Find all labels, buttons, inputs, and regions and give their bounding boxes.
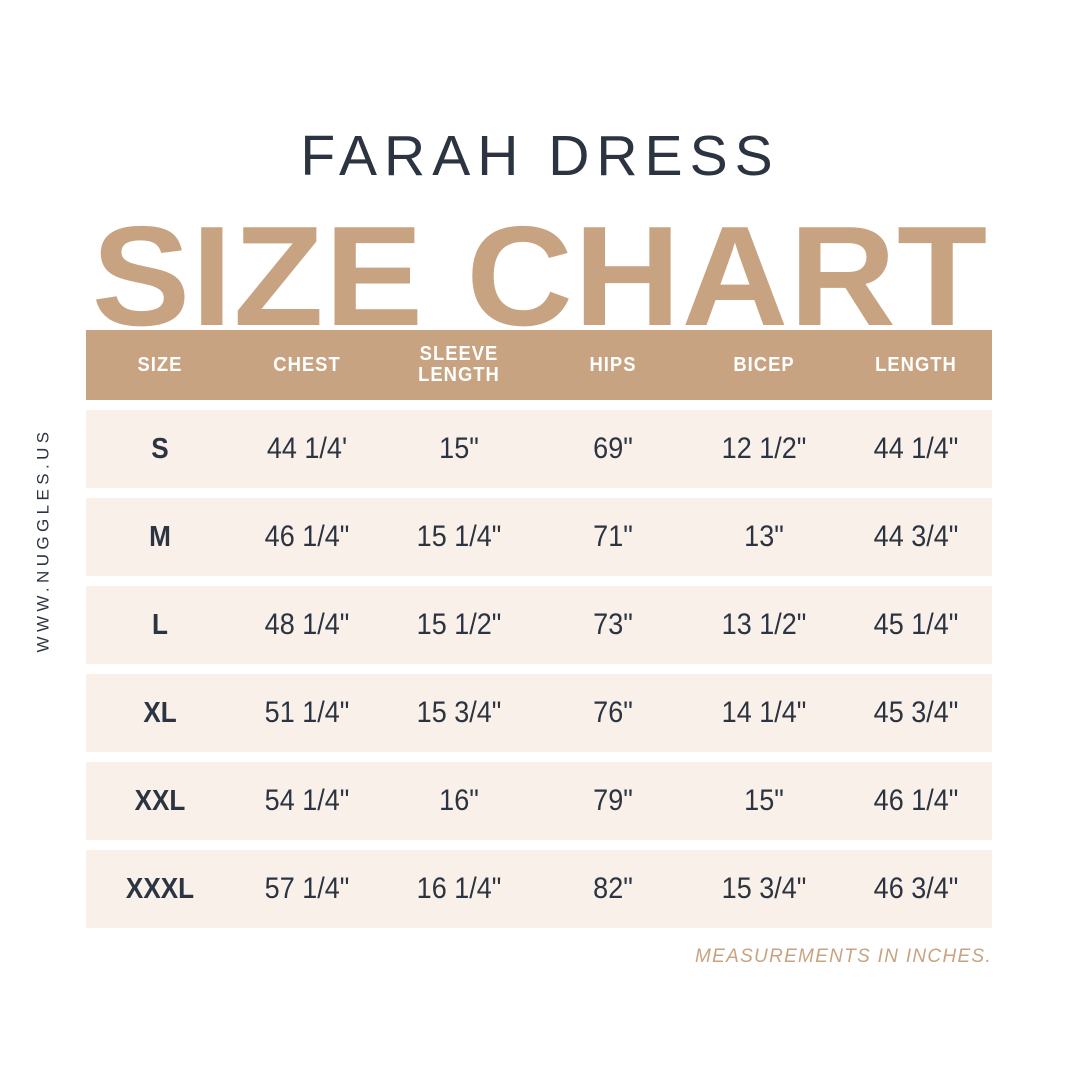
column-header-chest: CHEST: [273, 353, 341, 376]
cell-chest: 44 1/4': [266, 432, 348, 465]
table-row: XXL 54 1/4" 16" 79" 15" 46 1/4": [86, 762, 992, 840]
cell-hips: 82": [593, 872, 633, 905]
cell-sleeve-length: 15": [439, 432, 479, 465]
chart-title: SIZE CHART: [91, 197, 989, 356]
cell-chest: 54 1/4": [264, 784, 350, 817]
cell-length: 44 1/4": [873, 432, 959, 465]
cell-size: S: [151, 432, 169, 465]
table-row: S 44 1/4' 15" 69" 12 1/2" 44 1/4": [86, 410, 992, 488]
cell-bicep: 15 3/4": [721, 872, 807, 905]
cell-length: 44 3/4": [873, 520, 959, 553]
cell-size: XXXL: [125, 872, 195, 905]
cell-hips: 71": [593, 520, 633, 553]
cell-length: 46 3/4": [873, 872, 959, 905]
cell-length: 45 3/4": [873, 696, 959, 729]
table-row: XXXL 57 1/4" 16 1/4" 82" 15 3/4" 46 3/4": [86, 850, 992, 928]
cell-size: XL: [143, 696, 177, 729]
column-header-length: LENGTH: [875, 353, 957, 376]
measurement-units-note: MEASUREMENTS IN INCHES.: [695, 946, 992, 967]
cell-size: XXL: [134, 784, 186, 817]
table-header-row: SIZE CHEST SLEEVE LENGTH HIPS BICEP LENG…: [86, 330, 992, 400]
cell-size: M: [149, 520, 171, 553]
cell-size: L: [152, 608, 168, 641]
cell-bicep: 15": [744, 784, 784, 817]
column-header-hips: HIPS: [589, 353, 637, 376]
cell-chest: 46 1/4": [264, 520, 350, 553]
cell-bicep: 12 1/2": [721, 432, 807, 465]
cell-hips: 73": [593, 608, 633, 641]
table-row: L 48 1/4" 15 1/2" 73" 13 1/2" 45 1/4": [86, 586, 992, 664]
cell-hips: 76": [593, 696, 633, 729]
size-chart-table: SIZE CHEST SLEEVE LENGTH HIPS BICEP LENG…: [86, 330, 992, 928]
cell-hips: 69": [593, 432, 633, 465]
cell-sleeve-length: 15 1/4": [416, 520, 502, 553]
cell-chest: 48 1/4": [264, 608, 350, 641]
page-title: FARAH DRESS: [300, 124, 780, 188]
cell-sleeve-length: 16": [439, 784, 479, 817]
cell-length: 45 1/4": [873, 608, 959, 641]
column-header-bicep: BICEP: [733, 353, 795, 376]
column-header-sleeve-length: SLEEVE LENGTH: [418, 343, 500, 386]
cell-bicep: 13 1/2": [721, 608, 807, 641]
website-url-text: WWW.NUGGLES.US: [33, 427, 52, 653]
cell-chest: 57 1/4": [264, 872, 350, 905]
cell-sleeve-length: 15 3/4": [416, 696, 502, 729]
table-row: M 46 1/4" 15 1/4" 71" 13" 44 3/4": [86, 498, 992, 576]
cell-hips: 79": [593, 784, 633, 817]
cell-length: 46 1/4": [873, 784, 959, 817]
table-row: XL 51 1/4" 15 3/4" 76" 14 1/4" 45 3/4": [86, 674, 992, 752]
cell-bicep: 14 1/4": [721, 696, 807, 729]
column-header-size: SIZE: [137, 353, 183, 376]
cell-sleeve-length: 16 1/4": [416, 872, 502, 905]
cell-bicep: 13": [744, 520, 784, 553]
cell-chest: 51 1/4": [264, 696, 350, 729]
cell-sleeve-length: 15 1/2": [416, 608, 502, 641]
